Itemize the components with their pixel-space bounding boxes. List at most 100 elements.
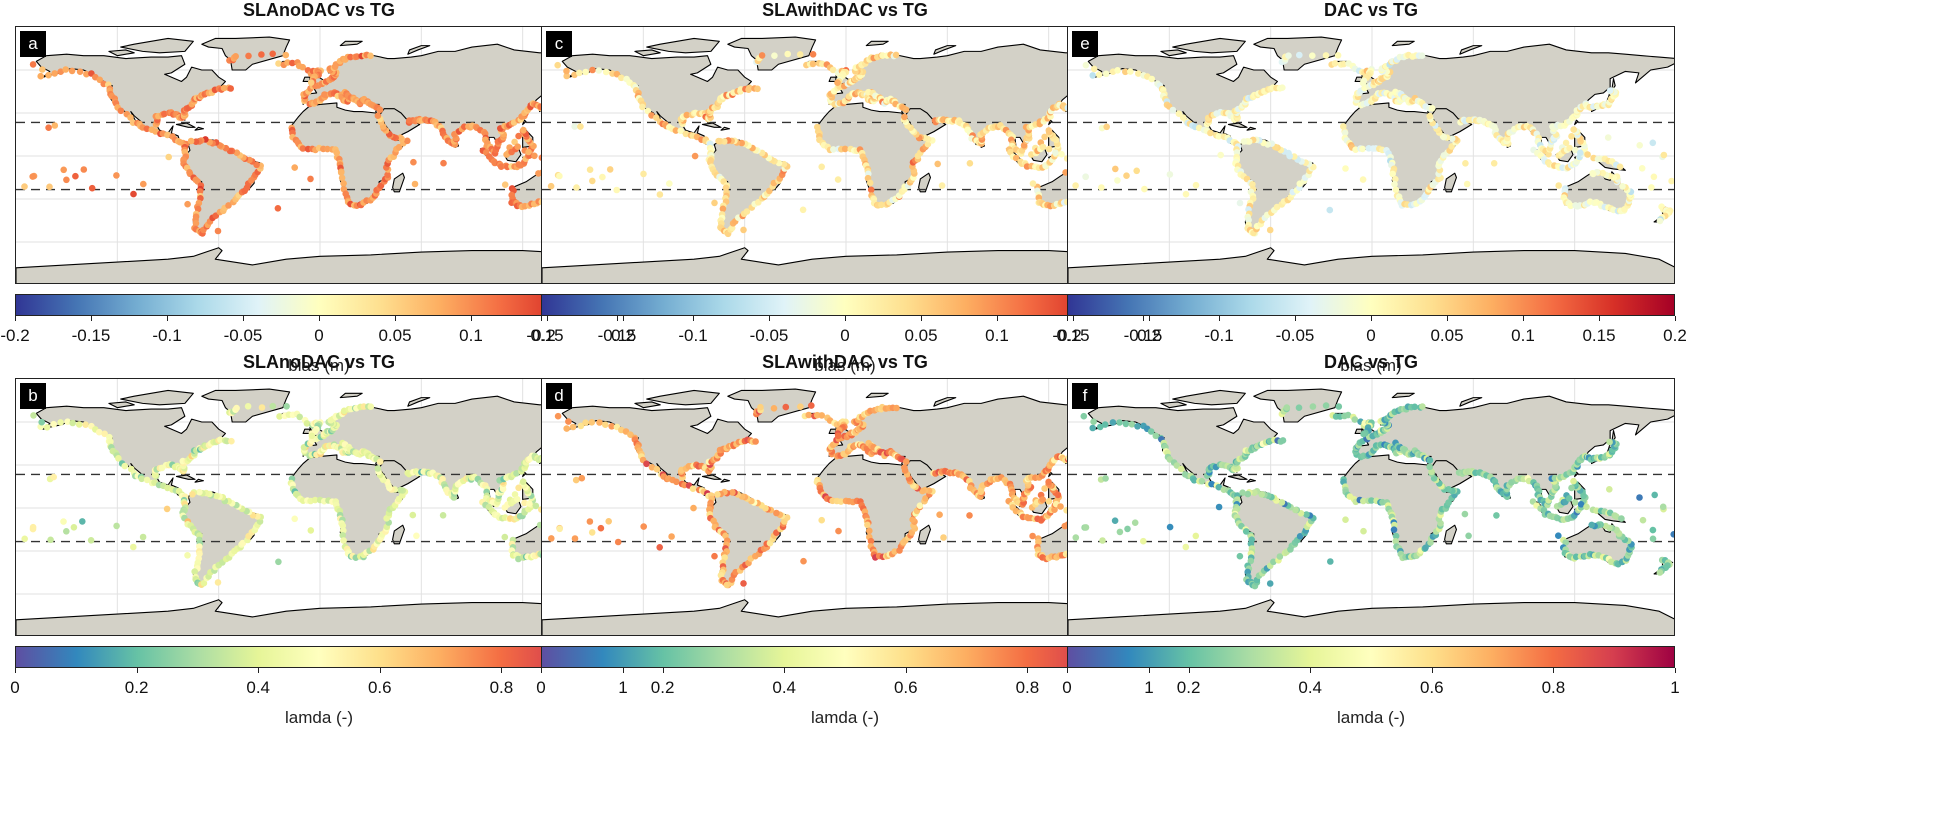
station-marker xyxy=(599,173,606,181)
station-marker xyxy=(303,420,311,427)
station-marker xyxy=(1656,569,1664,576)
station-marker xyxy=(440,159,447,167)
station-marker xyxy=(29,173,36,180)
station-marker xyxy=(1606,438,1613,446)
station-marker xyxy=(1082,524,1090,531)
station-marker xyxy=(275,558,282,566)
station-marker xyxy=(1391,180,1398,188)
colorbar-tick-label: 0 xyxy=(1062,678,1072,697)
station-marker xyxy=(57,68,64,75)
colorbar-tick-label: 0.6 xyxy=(893,678,918,697)
station-marker xyxy=(194,205,202,213)
colorbar-tickmark xyxy=(395,316,396,321)
station-marker xyxy=(115,455,122,462)
colorbar-tick-label: 0.4 xyxy=(772,678,797,697)
station-marker xyxy=(602,68,610,76)
station-marker xyxy=(225,202,232,209)
colorbar-tickmark xyxy=(471,316,472,321)
station-marker xyxy=(411,180,419,188)
station-marker xyxy=(1636,142,1643,149)
station-marker xyxy=(245,52,252,60)
station-marker xyxy=(656,191,664,198)
station-marker xyxy=(834,432,842,440)
station-marker xyxy=(339,532,347,539)
station-marker xyxy=(1045,498,1053,505)
station-marker xyxy=(258,51,265,58)
station-marker xyxy=(82,421,89,428)
station-marker xyxy=(554,412,562,420)
station-marker xyxy=(511,491,519,498)
station-marker xyxy=(1045,478,1052,486)
station-marker xyxy=(1178,465,1185,473)
station-marker xyxy=(47,536,54,544)
station-marker xyxy=(307,79,315,86)
station-marker xyxy=(1359,79,1367,87)
station-marker xyxy=(1245,216,1252,224)
station-marker xyxy=(1215,133,1223,140)
landmass xyxy=(1068,247,1674,283)
station-marker xyxy=(233,404,240,412)
station-marker xyxy=(1651,491,1658,499)
station-marker xyxy=(1090,65,1098,73)
station-marker xyxy=(511,138,518,146)
station-marker xyxy=(743,208,751,215)
colorbar-tickmark xyxy=(784,668,786,673)
station-marker xyxy=(1344,411,1352,419)
station-marker xyxy=(588,529,596,536)
station-marker xyxy=(834,176,842,183)
landmass xyxy=(302,76,311,83)
station-marker xyxy=(1096,423,1104,431)
station-marker xyxy=(1462,160,1469,167)
station-marker xyxy=(1279,437,1287,444)
station-marker xyxy=(1636,494,1643,501)
station-marker xyxy=(1461,510,1469,518)
station-marker xyxy=(213,492,220,500)
station-marker xyxy=(515,484,522,492)
colorbar-tick-label: 0.2 xyxy=(1137,326,1161,345)
station-marker xyxy=(1239,489,1246,496)
station-marker xyxy=(909,516,916,523)
colorbar-tick-label: 1 xyxy=(618,678,628,697)
colorbar-tick-label: 0.2 xyxy=(650,678,675,697)
station-marker xyxy=(613,186,620,194)
station-marker xyxy=(618,74,625,82)
landmass xyxy=(392,172,405,193)
station-marker xyxy=(1061,522,1069,530)
station-marker xyxy=(1419,403,1426,410)
station-marker xyxy=(409,511,417,519)
colorbar-tick-label: -0.2 xyxy=(526,326,556,345)
station-marker xyxy=(1266,580,1274,587)
station-marker xyxy=(353,53,361,60)
station-marker xyxy=(1215,503,1223,511)
station-marker xyxy=(1331,60,1339,67)
station-marker xyxy=(227,85,234,92)
station-marker xyxy=(101,430,108,438)
station-marker xyxy=(1545,150,1552,158)
landmass xyxy=(1172,37,1246,54)
station-marker xyxy=(677,127,684,134)
station-marker xyxy=(892,51,900,59)
landmass xyxy=(634,401,661,409)
station-marker xyxy=(903,458,910,465)
colorbar-tick-label: -0.2 xyxy=(1052,326,1082,345)
station-marker xyxy=(1411,403,1418,411)
station-marker xyxy=(901,113,908,121)
station-marker xyxy=(258,404,266,411)
station-marker xyxy=(770,405,778,412)
colorbar-tick-label: 0 xyxy=(1366,326,1376,345)
station-marker xyxy=(187,137,195,145)
station-marker xyxy=(797,403,804,410)
station-marker xyxy=(809,60,817,68)
station-marker xyxy=(1391,521,1398,529)
station-marker xyxy=(1303,511,1310,518)
station-marker xyxy=(374,112,382,119)
station-marker xyxy=(60,166,67,174)
station-marker xyxy=(589,66,596,74)
station-marker xyxy=(1368,497,1375,504)
station-marker xyxy=(1236,199,1244,207)
station-marker xyxy=(1295,404,1303,411)
station-marker xyxy=(88,184,96,192)
station-marker xyxy=(520,126,527,134)
station-marker xyxy=(758,52,766,59)
colorbar-tickmark xyxy=(1431,668,1433,673)
